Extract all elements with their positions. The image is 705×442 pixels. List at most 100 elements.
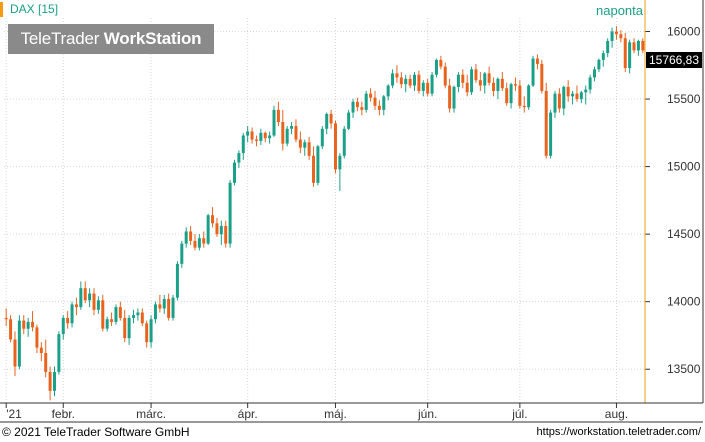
candle-body xyxy=(9,319,13,340)
y-axis: 13500 14000 14500 15000 15500 16000 xyxy=(644,0,704,403)
candle-body xyxy=(395,73,399,78)
candle-body xyxy=(149,319,153,343)
chart-grid xyxy=(4,18,645,403)
candle-body xyxy=(307,142,311,156)
candle-body xyxy=(544,90,548,156)
candle-body xyxy=(461,74,465,83)
candle-body xyxy=(579,92,583,100)
x-tick-label: júl. xyxy=(511,407,527,421)
candle-body xyxy=(487,73,491,83)
candle-body xyxy=(360,107,364,110)
footer-url[interactable]: https://workstation.teletrader.com/ xyxy=(536,426,701,438)
candle-body xyxy=(549,112,553,156)
candle-body xyxy=(553,93,557,113)
candle-body xyxy=(285,128,289,144)
candle-body xyxy=(189,231,193,241)
candle-body xyxy=(588,77,592,90)
candle-body xyxy=(540,63,544,91)
candle-body xyxy=(619,34,623,39)
copyright-text: © 2021 TeleTrader Software GmbH xyxy=(2,425,190,439)
candle-body xyxy=(597,59,601,70)
candle-body xyxy=(364,93,368,110)
candle-body xyxy=(13,339,17,367)
candle-body xyxy=(628,42,632,68)
candle-body xyxy=(452,86,456,109)
x-tick-label: máj. xyxy=(324,407,347,421)
candle-body xyxy=(636,40,640,51)
candle-body xyxy=(202,238,206,244)
candle-body xyxy=(206,215,210,244)
period-label[interactable]: naponta xyxy=(596,3,643,18)
candle-body xyxy=(101,300,105,329)
candle-body xyxy=(74,304,78,308)
symbol-label[interactable]: DAX [15] xyxy=(0,2,58,17)
y-tick-label: 16000 xyxy=(667,25,701,39)
candle-body xyxy=(52,371,56,391)
candle-body xyxy=(184,231,188,244)
candle-body xyxy=(79,288,83,308)
candle-body xyxy=(575,93,579,100)
candle-body xyxy=(509,84,513,104)
candle-body xyxy=(500,78,504,89)
candle-body xyxy=(232,162,236,183)
candle-body xyxy=(391,73,395,86)
candle-body xyxy=(584,89,588,93)
candle-body xyxy=(153,304,157,320)
candle-body xyxy=(145,323,149,343)
candle-body xyxy=(421,82,425,91)
candle-body xyxy=(35,327,39,348)
candle-body xyxy=(338,155,342,170)
candle-body xyxy=(404,78,408,85)
x-tick-label: febr. xyxy=(52,407,75,421)
candle-body xyxy=(158,304,162,309)
candle-body xyxy=(632,42,636,51)
candle-body xyxy=(518,85,522,106)
candle-body xyxy=(26,321,30,329)
candle-body xyxy=(140,312,144,324)
last-price-marker: 15766,83 xyxy=(646,52,702,68)
candle-body xyxy=(246,131,250,136)
candle-body xyxy=(610,31,614,41)
candle-body xyxy=(527,85,531,108)
candle-body xyxy=(294,126,298,140)
candle-body xyxy=(377,105,381,110)
candle-body xyxy=(557,93,561,109)
candle-body xyxy=(123,317,127,339)
candle-body xyxy=(298,139,302,148)
candle-body xyxy=(571,93,575,97)
candle-body xyxy=(522,105,526,108)
candle-body xyxy=(382,96,386,110)
candle-body xyxy=(272,109,276,136)
candle-body xyxy=(614,31,618,35)
teletrader-logo: TeleTrader WorkStation xyxy=(8,24,214,54)
candle-body xyxy=(219,226,223,235)
candle-body xyxy=(263,132,267,139)
candle-body xyxy=(303,142,307,148)
candle-body xyxy=(386,85,390,97)
candle-body xyxy=(224,226,228,244)
candle-body xyxy=(132,315,136,318)
candle-body xyxy=(44,353,48,372)
logo-text-light: TeleTrader xyxy=(20,29,104,48)
candle-body xyxy=(215,223,219,235)
candle-body xyxy=(439,59,443,67)
candle-body xyxy=(417,74,421,91)
candle-body xyxy=(413,74,417,86)
x-tick-label: márc. xyxy=(136,407,166,421)
candle-body xyxy=(430,74,434,94)
candle-body xyxy=(443,66,447,86)
candle-body xyxy=(250,131,254,140)
candle-body xyxy=(351,101,355,113)
candle-body xyxy=(237,153,241,163)
candle-body xyxy=(505,88,509,104)
candle-body xyxy=(105,319,109,329)
candle-body xyxy=(211,215,215,224)
x-tick-label: ápr. xyxy=(238,407,258,421)
candle-body xyxy=(110,319,114,322)
y-tick-label: 14000 xyxy=(667,295,701,309)
candle-body xyxy=(4,317,8,320)
candle-body xyxy=(316,146,320,183)
candle-body xyxy=(342,128,346,156)
candle-body xyxy=(180,243,184,264)
